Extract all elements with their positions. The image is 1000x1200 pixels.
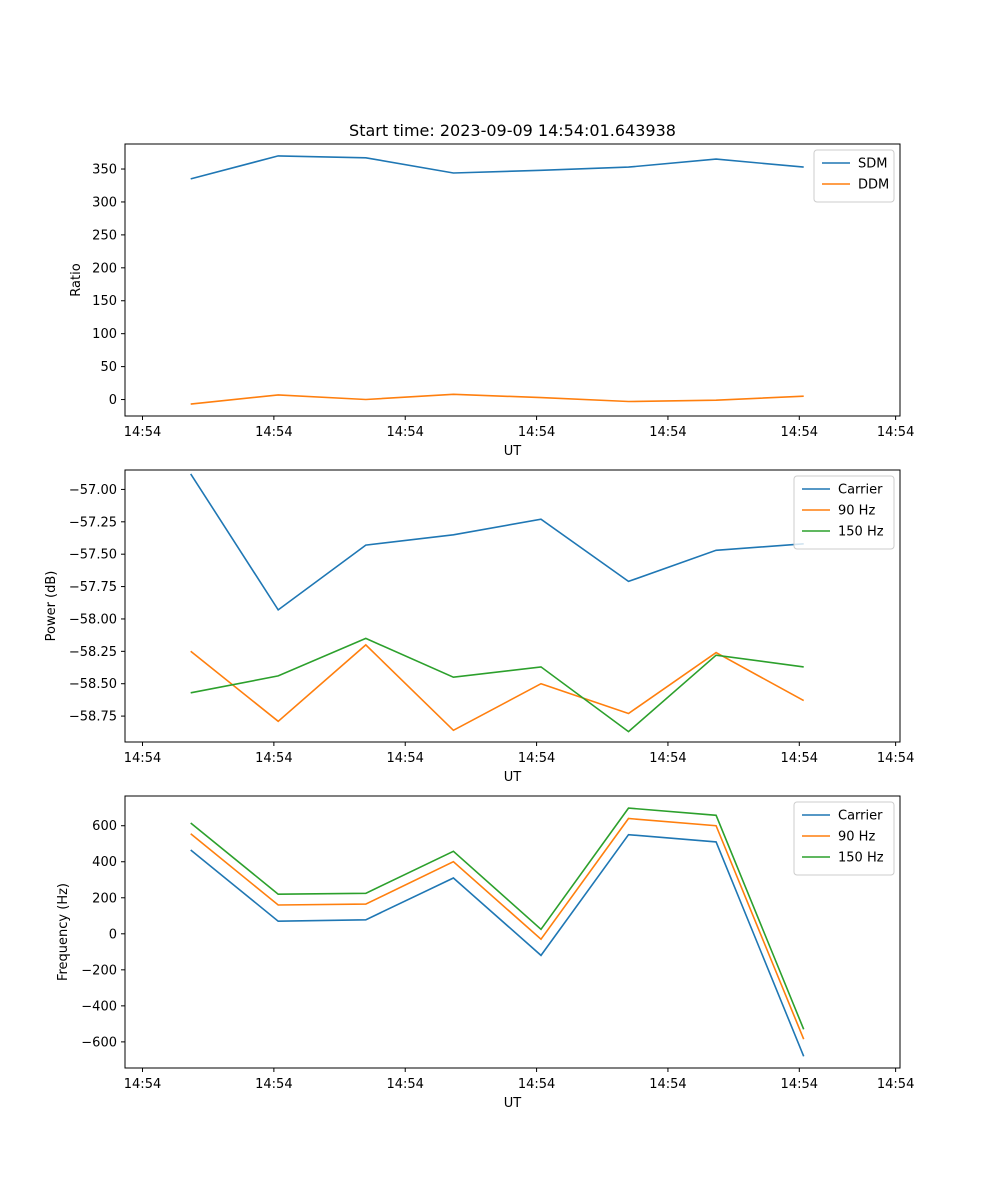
- x-tick-label: 14:54: [649, 1077, 686, 1092]
- series-line-carrier: [190, 833, 805, 1057]
- x-tick-label: 14:54: [386, 751, 423, 766]
- x-tick-label: 14:54: [877, 1077, 914, 1092]
- y-tick-label: 350: [92, 163, 117, 178]
- x-tick-label: 14:54: [255, 751, 292, 766]
- x-axis-label: UT: [504, 444, 522, 459]
- y-tick-label: −58.00: [69, 612, 117, 627]
- y-tick-label: −57.00: [69, 483, 117, 498]
- x-tick-label: 14:54: [255, 1077, 292, 1092]
- y-tick-label: −57.50: [69, 548, 117, 563]
- y-tick-label: 0: [109, 927, 117, 942]
- y-tick-label: 200: [92, 261, 117, 276]
- legend: Carrier 90 Hz 150 Hz: [793, 801, 895, 876]
- y-axis-label: Power (dB): [44, 571, 59, 642]
- x-tick-label: 14:54: [124, 751, 161, 766]
- x-axis-label: UT: [504, 770, 522, 785]
- series-line-150-hz: [190, 637, 804, 733]
- legend-label: 90 Hz: [838, 504, 875, 519]
- x-axis-label: UT: [504, 1096, 522, 1111]
- x-tick-label: 14:54: [255, 425, 292, 440]
- y-tick-label: 200: [92, 891, 117, 906]
- y-tick-label: −57.25: [69, 515, 117, 530]
- series-line-90-hz: [190, 643, 805, 732]
- axes-frame: [124, 795, 901, 1069]
- subplot-3: 14:54 14:54 14:54 14:54 14:54 14:54 14:54 −600 −…: [56, 795, 914, 1111]
- legend-label: Carrier: [838, 483, 883, 498]
- y-tick-label: −57.75: [69, 580, 117, 595]
- x-tick-label: 14:54: [124, 1077, 161, 1092]
- axes-frame: [124, 143, 901, 417]
- y-tick-label: −58.75: [69, 710, 117, 725]
- x-tick-label: 14:54: [649, 751, 686, 766]
- series-line-90-hz: [190, 817, 805, 1040]
- legend: SDM DDM: [813, 149, 895, 203]
- y-tick-label: 250: [92, 228, 117, 243]
- legend: Carrier 90 Hz 150 Hz: [793, 475, 895, 550]
- y-tick-label: −200: [81, 963, 117, 978]
- y-tick-label: −58.25: [69, 645, 117, 660]
- y-axis-label: Frequency (Hz): [56, 883, 71, 981]
- y-tick-label: 0: [109, 393, 117, 408]
- x-tick-label: 14:54: [518, 1077, 555, 1092]
- y-tick-label: −58.50: [69, 677, 117, 692]
- x-tick-label: 14:54: [518, 425, 555, 440]
- y-tick-label: 150: [92, 294, 117, 309]
- chart-title: Start time: 2023-09-09 14:54:01.643938: [349, 121, 676, 140]
- legend-label: 90 Hz: [838, 830, 875, 845]
- legend-label: Carrier: [838, 809, 883, 824]
- x-tick-label: 14:54: [518, 751, 555, 766]
- y-tick-label: 600: [92, 819, 117, 834]
- y-tick-label: 50: [100, 360, 117, 375]
- y-tick-label: 300: [92, 195, 117, 210]
- subplot-2: 14:54 14:54 14:54 14:54 14:54 14:54 14:54 −58.7…: [44, 469, 914, 785]
- y-axis-label: Ratio: [69, 263, 84, 296]
- legend-label: DDM: [858, 178, 889, 193]
- y-tick-label: −400: [81, 999, 117, 1014]
- series-line-ddm: [190, 393, 804, 405]
- x-tick-label: 14:54: [877, 751, 914, 766]
- x-tick-label: 14:54: [124, 425, 161, 440]
- x-tick-label: 14:54: [649, 425, 686, 440]
- x-tick-label: 14:54: [386, 425, 423, 440]
- legend-label: 150 Hz: [838, 525, 884, 540]
- x-tick-label: 14:54: [386, 1077, 423, 1092]
- y-tick-label: 100: [92, 327, 117, 342]
- subplot-1: Start time: 2023-09-09 14:54:01.643938 14…: [69, 121, 914, 459]
- series-line-carrier: [190, 473, 804, 612]
- subplots: Start time: 2023-09-09 14:54:01.643938 14…: [44, 121, 914, 1111]
- y-tick-label: −600: [81, 1035, 117, 1050]
- legend-label: SDM: [858, 157, 887, 172]
- x-tick-label: 14:54: [781, 425, 818, 440]
- y-tick-label: 400: [92, 855, 117, 870]
- x-tick-label: 14:54: [781, 1077, 818, 1092]
- x-tick-label: 14:54: [781, 751, 818, 766]
- series-line-150-hz: [190, 807, 805, 1030]
- axes-frame: [124, 469, 901, 743]
- legend-label: 150 Hz: [838, 851, 884, 866]
- series-line-sdm: [190, 155, 804, 180]
- x-tick-label: 14:54: [877, 425, 914, 440]
